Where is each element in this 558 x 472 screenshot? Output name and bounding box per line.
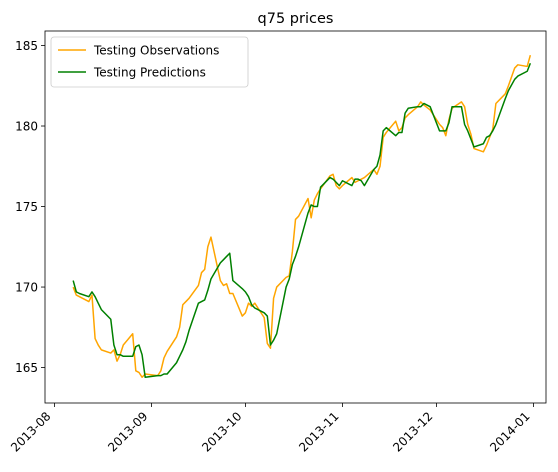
x-tick-label: 2013-11 [296,409,341,454]
legend: Testing Observations Testing Predictions [50,36,249,88]
y-tick-label: 165 [15,361,38,375]
y-tick-label: 180 [15,119,38,133]
y-tick-label: 185 [15,39,38,53]
plot-area [44,30,547,404]
x-tick-label: 2013-09 [105,409,150,454]
legend-box [50,36,249,88]
series-line-testing-predictions [72,62,532,378]
series-line-testing-observations [72,54,532,378]
x-tick-label: 2013-12 [390,409,435,454]
x-tick-label: 2013-10 [199,409,244,454]
legend-label: Testing Observations [93,43,219,57]
x-tick-label: 2014-01 [487,409,532,454]
y-tick-label: 175 [15,200,38,214]
x-axis: 2013-08 2013-09 2013-10 2013-11 2013-12 2014-… [8,403,534,455]
y-tick-label: 170 [15,280,38,294]
axes-frame [44,30,547,404]
y-axis: 165 170 175 180 185 [15,39,45,375]
chart-title: q75 prices [258,11,334,27]
x-tick-label: 2013-08 [8,409,53,454]
legend-label: Testing Predictions [93,65,206,79]
